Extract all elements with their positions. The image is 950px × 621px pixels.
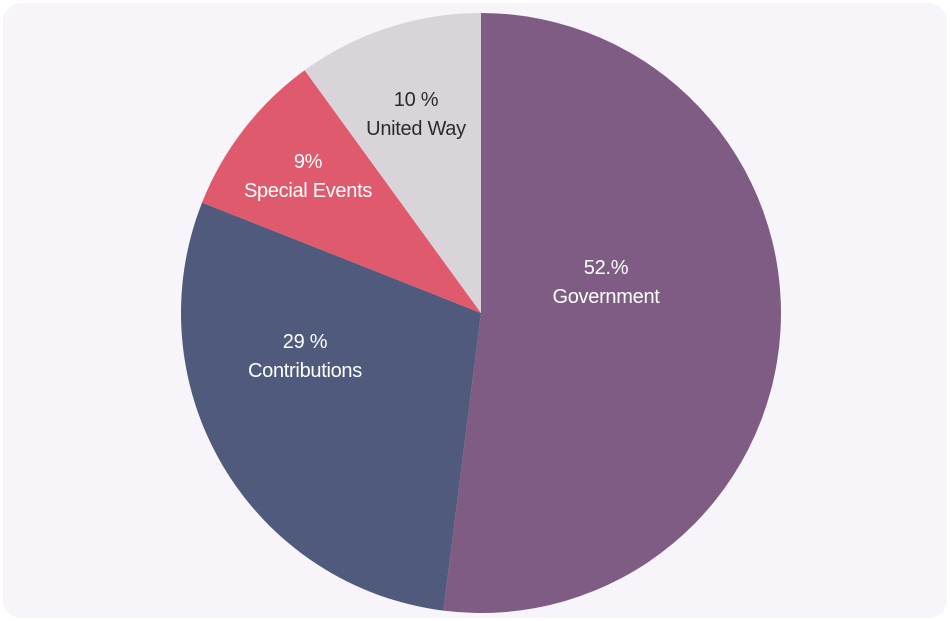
pie-slices (181, 13, 781, 613)
pie-slice-government (443, 13, 781, 613)
pie-slice-contributions (181, 202, 481, 611)
pie-labels: 52.% Government 29 % Contributions 9% Special… (244, 89, 661, 382)
slice-percent-label: 9% (294, 151, 323, 173)
slice-name-label: Special Events (244, 180, 372, 202)
slice-name-label: Government (552, 286, 660, 308)
slice-name-label: Contributions (248, 360, 362, 382)
pie-slice-special-events (202, 70, 481, 314)
slice-name-label: United Way (366, 118, 466, 140)
slice-percent-label: 52.% (584, 257, 629, 279)
pie-slice-united-way (304, 13, 481, 313)
slice-percent-label: 29 % (283, 331, 328, 353)
slice-percent-label: 10 % (394, 89, 439, 111)
